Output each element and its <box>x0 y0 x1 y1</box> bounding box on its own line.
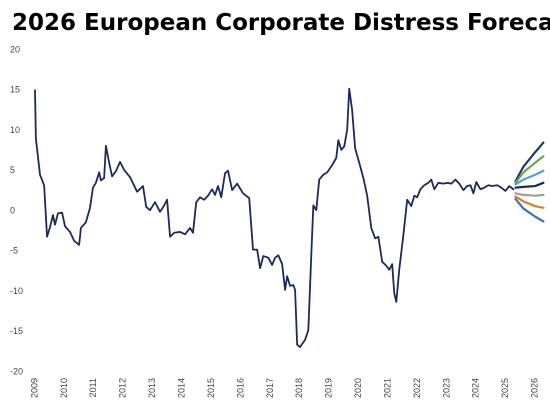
x-tick-label: 2023 <box>441 378 451 398</box>
y-tick-label: -20 <box>10 366 23 376</box>
series-line <box>34 87 515 348</box>
x-tick-label: 2018 <box>294 378 304 398</box>
series-line <box>514 192 545 197</box>
series-line <box>514 155 545 184</box>
x-tick-label: 2010 <box>59 378 69 398</box>
series-line <box>514 195 545 209</box>
x-tick-label: 2026 <box>530 378 540 398</box>
x-tick-label: 2019 <box>324 378 334 398</box>
x-tick-label: 2011 <box>88 378 98 397</box>
series-line <box>514 181 545 189</box>
x-tick-label: 2015 <box>206 378 216 398</box>
y-tick-label: 20 <box>10 44 20 54</box>
series-line <box>514 141 545 183</box>
x-tick-label: 2016 <box>235 378 245 398</box>
y-tick-label: -5 <box>10 246 18 256</box>
x-tick-label: 2021 <box>382 378 392 398</box>
chart-title: 2026 European Corporate Distress Forecas… <box>12 10 550 36</box>
x-tick-label: 2009 <box>29 378 39 398</box>
x-tick-label: 2017 <box>265 378 275 398</box>
y-tick-label: 0 <box>10 205 15 215</box>
series-line <box>514 197 545 223</box>
x-tick-label: 2014 <box>176 378 186 398</box>
y-tick-label: -15 <box>10 326 23 336</box>
y-tick-label: 5 <box>10 165 15 175</box>
x-tick-label: 2020 <box>353 378 363 398</box>
y-tick-label: 15 <box>10 85 20 95</box>
series-line <box>514 169 545 186</box>
x-tick-label: 2025 <box>500 378 510 398</box>
x-tick-label: 2024 <box>471 378 481 398</box>
x-tick-label: 2022 <box>412 378 422 398</box>
y-tick-label: -10 <box>10 286 23 296</box>
x-tick-label: 2012 <box>118 378 128 398</box>
x-tick-label: 2013 <box>147 378 157 398</box>
y-tick-label: 10 <box>10 125 20 135</box>
